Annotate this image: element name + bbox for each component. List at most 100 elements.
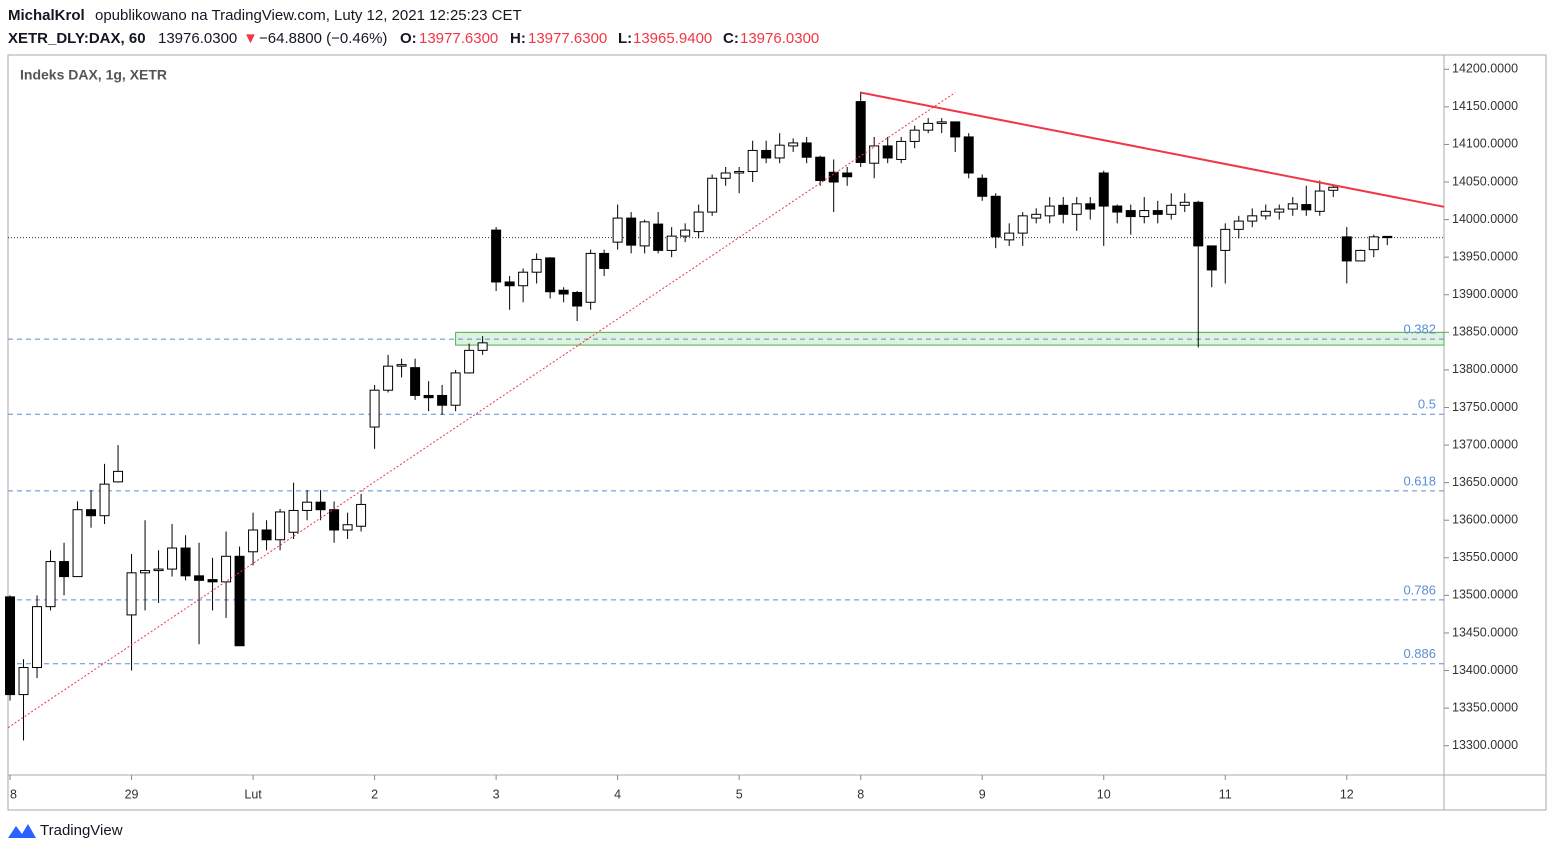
candle-body (45, 561, 56, 608)
close-value: 13976.0300 (740, 30, 819, 47)
fib-label: 0.618 (1403, 473, 1436, 488)
candle-body (383, 365, 394, 391)
y-tick-label: 13700.0000 (1452, 437, 1518, 451)
x-tick-label: 2 (371, 787, 378, 801)
candle-body (1044, 205, 1055, 217)
candle-body (639, 221, 650, 247)
x-tick-label: 10 (1097, 787, 1111, 801)
candle-body (747, 149, 758, 172)
y-tick-label: 13600.0000 (1452, 513, 1518, 527)
legend: Indeks DAX, 1g, XETR (20, 67, 167, 83)
candle-body (261, 529, 272, 541)
y-tick-label: 13900.0000 (1452, 287, 1518, 301)
candle-body (1301, 204, 1312, 211)
candle-body (882, 145, 893, 159)
candle-body (275, 511, 286, 541)
candle-body (1274, 208, 1285, 213)
candle-body (1166, 204, 1177, 215)
candle-body (869, 145, 880, 164)
candle-body (1341, 236, 1352, 262)
y-tick-label: 13450.0000 (1452, 625, 1518, 639)
candle-body (828, 171, 839, 183)
candle-body (423, 394, 434, 399)
candle-body (666, 235, 677, 251)
candle-body (477, 342, 488, 351)
candle-body (923, 122, 934, 131)
candle-body (113, 470, 124, 483)
x-tick-label: 5 (736, 787, 743, 801)
low-value: 13965.9400 (633, 30, 712, 47)
candle-body (302, 501, 313, 511)
fib-label: 0.382 (1403, 322, 1436, 337)
candle-body (1152, 210, 1163, 215)
x-tick-label: 12 (1340, 787, 1354, 801)
y-tick-label: 14150.0000 (1452, 99, 1518, 113)
author: MichalKrol (8, 7, 85, 24)
candle-body (167, 547, 178, 570)
candle-body (990, 195, 1001, 238)
candle-body (1287, 203, 1298, 210)
candle-body (59, 561, 70, 578)
candle-body (140, 570, 151, 574)
candle-body (234, 555, 245, 647)
published: opublikowano na TradingView.com, Luty 12… (95, 7, 522, 24)
candle-body (545, 257, 556, 293)
y-tick-label: 13950.0000 (1452, 249, 1518, 263)
y-tick-label: 14200.0000 (1452, 62, 1518, 76)
footer-brand: TradingView (40, 822, 123, 839)
candle-body (491, 229, 502, 283)
x-tick-label: 9 (979, 787, 986, 801)
y-tick-label: 14100.0000 (1452, 137, 1518, 151)
candle-body (950, 121, 961, 138)
change: −64.8800 (−0.46%) (259, 30, 387, 47)
candle-body (801, 142, 812, 158)
y-tick-label: 14050.0000 (1452, 174, 1518, 188)
candle-body (1220, 228, 1231, 251)
fib-label: 0.5 (1418, 397, 1436, 412)
candle-body (342, 524, 353, 531)
candle-body (1382, 235, 1393, 239)
candle-body (72, 509, 83, 578)
candle-body (599, 252, 610, 269)
candle-body (626, 217, 637, 246)
candle-body (720, 172, 731, 179)
candle-body (32, 606, 43, 669)
y-tick-label: 13750.0000 (1452, 400, 1518, 414)
candle-body (936, 121, 947, 124)
candle-body (1139, 210, 1150, 218)
candle-body (1206, 245, 1217, 271)
candle-body (1031, 213, 1042, 219)
x-tick-label: 4 (614, 787, 621, 801)
y-tick-label: 13800.0000 (1452, 362, 1518, 376)
candle-body (977, 177, 988, 197)
candle-body (356, 503, 367, 527)
candle-body (734, 170, 745, 174)
candle-body (396, 364, 407, 367)
candle-body (126, 572, 137, 616)
candle-body (86, 509, 97, 517)
x-tick-label: 29 (125, 787, 139, 801)
close-label: C: (723, 30, 739, 47)
candle-body (558, 289, 569, 295)
chart-frame (7, 54, 1547, 811)
change-arrow: ▼ (243, 30, 258, 47)
candle-body (1098, 172, 1109, 207)
candle-body (410, 367, 421, 396)
candle-body (1355, 249, 1366, 262)
candle-body (1004, 232, 1015, 241)
candle-body (180, 547, 191, 577)
candle-body (329, 509, 340, 531)
y-tick-label: 14000.0000 (1452, 212, 1518, 226)
candle-body (909, 129, 920, 142)
candle-body (1085, 203, 1096, 210)
symbol: XETR_DLY:DAX, 60 (8, 30, 146, 47)
low-label: L: (618, 30, 632, 47)
candle-body (18, 667, 29, 696)
high-label: H: (510, 30, 526, 47)
y-tick-label: 13650.0000 (1452, 475, 1518, 489)
logo (8, 824, 36, 838)
x-tick-label: 11 (1219, 787, 1232, 801)
candle-body (5, 596, 16, 696)
candle-body (572, 291, 583, 307)
